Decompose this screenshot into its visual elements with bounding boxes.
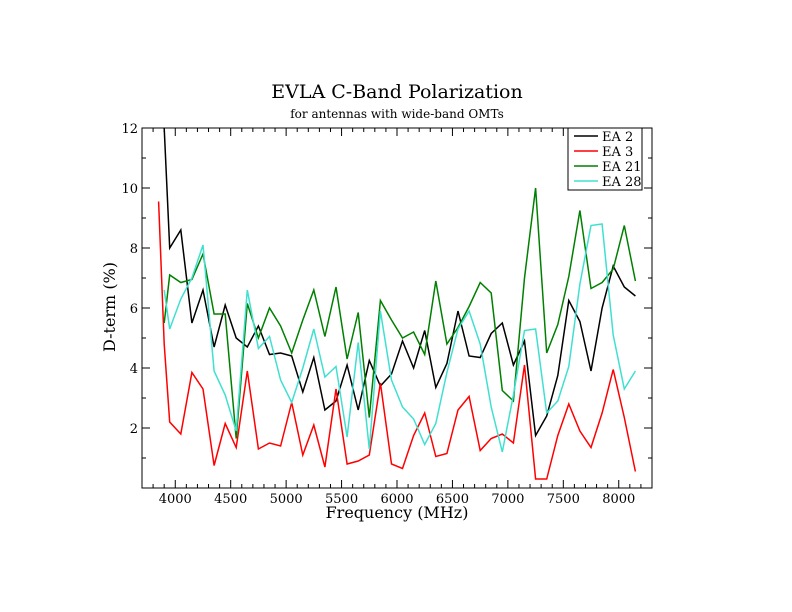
x-tick-label: 5500	[325, 492, 358, 507]
y-tick-label: 4	[130, 362, 138, 377]
x-tick-label: 6500	[436, 492, 469, 507]
x-tick-label: 8000	[602, 492, 635, 507]
chart-subtitle: for antennas with wide-band OMTs	[290, 107, 504, 121]
series-layer	[157, 127, 637, 480]
series-line-ea-2	[163, 127, 636, 438]
x-tick-label: 4000	[159, 492, 192, 507]
chart-title: EVLA C-Band Polarization	[271, 81, 522, 103]
y-tick-label: 12	[121, 122, 138, 137]
x-tick-label: 5000	[270, 492, 303, 507]
series-line-ea-3	[157, 201, 637, 480]
series-line-ea-28	[163, 223, 637, 453]
legend-label: EA 28	[602, 175, 642, 190]
y-tick-label: 8	[130, 242, 138, 257]
legend-label: EA 2	[602, 130, 633, 145]
y-tick-label: 6	[130, 302, 138, 317]
y-tick-label: 10	[121, 182, 138, 197]
legend-box	[567, 127, 643, 191]
x-tick-label: 6000	[380, 492, 413, 507]
y-tick-label: 2	[130, 422, 138, 437]
x-tick-label: 7500	[547, 492, 580, 507]
legend-label: EA 21	[602, 160, 642, 175]
x-axis-label: Frequency (MHz)	[326, 503, 469, 522]
legend-label: EA 3	[602, 145, 633, 160]
axis-layer: 4000 4500 5000 5500 6000 6500 7000 7500 8000 2 4 6 8…	[121, 122, 653, 507]
x-tick-label: 7000	[491, 492, 524, 507]
y-axis-label: D-term (%)	[100, 262, 119, 352]
x-tick-label: 4500	[214, 492, 247, 507]
